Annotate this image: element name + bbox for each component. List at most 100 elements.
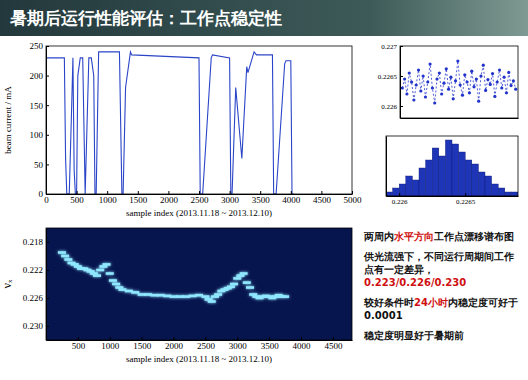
x-tick-mark <box>138 191 139 194</box>
x-tick: 4000 <box>293 337 312 351</box>
point <box>58 251 66 254</box>
title: 暑期后运行性能评估：工作点稳定性 <box>9 8 282 28</box>
x-tick: 4000 <box>282 191 301 205</box>
x-tick: 5000 <box>344 191 363 205</box>
point <box>491 72 494 75</box>
bar <box>511 192 518 196</box>
point <box>109 279 117 282</box>
plot-frame <box>386 136 518 196</box>
x-tick-mark <box>230 191 231 194</box>
x-tick-mark <box>107 191 108 194</box>
x-tick-mark <box>352 191 353 194</box>
y-tick-mark <box>46 76 49 77</box>
point <box>512 79 515 82</box>
point <box>424 95 427 98</box>
y-tick-mark <box>46 242 49 243</box>
y-tick-label: 200 <box>30 71 44 81</box>
note: 较好条件时24小时内稳定度可好于0.0001 <box>364 296 522 322</box>
y-tick-label: 0.226 <box>381 103 397 111</box>
point <box>61 255 69 258</box>
plot-frame <box>46 228 352 340</box>
point <box>456 59 459 62</box>
point <box>493 95 496 98</box>
title-bar <box>0 0 528 36</box>
x-axis: 50010001500200025003000350040004500 <box>47 337 353 351</box>
point <box>428 62 431 65</box>
bar <box>439 156 446 196</box>
x-tick-mark <box>174 337 175 340</box>
point <box>509 84 512 87</box>
y-axis: 050100150200250 <box>30 41 50 199</box>
bar <box>452 144 459 196</box>
bar <box>445 140 452 196</box>
x-tick: 2000 <box>165 337 184 351</box>
x-tick-label: 3000 <box>229 341 248 351</box>
y-tick-mark <box>46 46 49 47</box>
marks <box>386 140 518 196</box>
marks <box>58 251 289 303</box>
point <box>419 89 422 92</box>
x-tick-mark <box>77 191 78 194</box>
x-tick-label: 3000 <box>221 195 240 205</box>
x-tick-label: 2000 <box>160 195 179 205</box>
point <box>482 64 485 67</box>
y-tick-label: 0.222 <box>23 265 43 275</box>
x-tick-label: 4000 <box>293 341 312 351</box>
x-tick-mark <box>321 191 322 194</box>
point <box>479 74 482 77</box>
x-tick-mark <box>142 337 143 340</box>
point <box>475 77 478 80</box>
point <box>431 86 434 89</box>
x-tick-label: 1500 <box>133 341 152 351</box>
x-tick-label: 1000 <box>101 341 120 351</box>
point <box>463 73 466 76</box>
point <box>64 258 72 261</box>
point <box>498 68 501 71</box>
point <box>93 274 101 277</box>
marks <box>46 52 294 194</box>
bar <box>399 184 406 196</box>
x-tick-label: 500 <box>70 195 84 205</box>
x-tick-label: 3500 <box>261 341 280 351</box>
y-tick-mark <box>46 298 49 299</box>
point <box>459 83 462 86</box>
point <box>103 263 111 266</box>
point <box>470 70 473 73</box>
point <box>243 281 251 284</box>
x-tick: 4500 <box>313 191 332 205</box>
point <box>410 80 413 83</box>
x-tick: 1000 <box>99 191 118 205</box>
x-tick-mark <box>199 191 200 194</box>
point <box>417 68 420 71</box>
x-tick-label: 4500 <box>313 195 332 205</box>
point <box>412 98 415 101</box>
bar <box>459 152 466 196</box>
y-axis-title: beam current / mA <box>3 86 13 154</box>
point <box>514 88 517 91</box>
point <box>405 92 408 95</box>
bar <box>412 180 419 196</box>
point <box>227 286 235 289</box>
y-tick-label: 0.218 <box>23 237 44 247</box>
y-tick-label: 0.227 <box>381 43 397 51</box>
point <box>240 272 248 275</box>
marks <box>401 59 518 104</box>
x-tick: 1500 <box>133 337 152 351</box>
chart-1: 0.2260.22650.227 <box>378 43 519 119</box>
chart-3: 500100015002000250030003500400045000.218… <box>0 228 353 364</box>
point <box>445 67 448 70</box>
y-tick-label: 0.226 <box>23 293 44 303</box>
x-tick-mark <box>465 193 466 196</box>
y-tick: 0.226 <box>381 103 403 111</box>
x-tick: 1000 <box>101 337 120 351</box>
point <box>465 80 468 83</box>
x-tick: 3000 <box>229 337 248 351</box>
y-tick-mark <box>46 105 49 106</box>
x-tick-label: 2000 <box>165 341 184 351</box>
point <box>106 272 114 275</box>
bar <box>492 184 499 196</box>
y-tick: 0.222 <box>23 265 49 275</box>
x-axis: 0.2260.2265 <box>387 193 519 206</box>
point <box>440 92 443 95</box>
x-tick-label: 2500 <box>191 195 210 205</box>
